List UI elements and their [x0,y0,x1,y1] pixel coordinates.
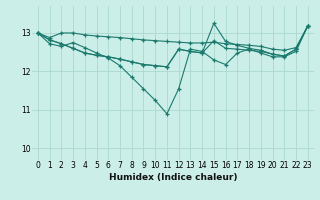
X-axis label: Humidex (Indice chaleur): Humidex (Indice chaleur) [108,173,237,182]
